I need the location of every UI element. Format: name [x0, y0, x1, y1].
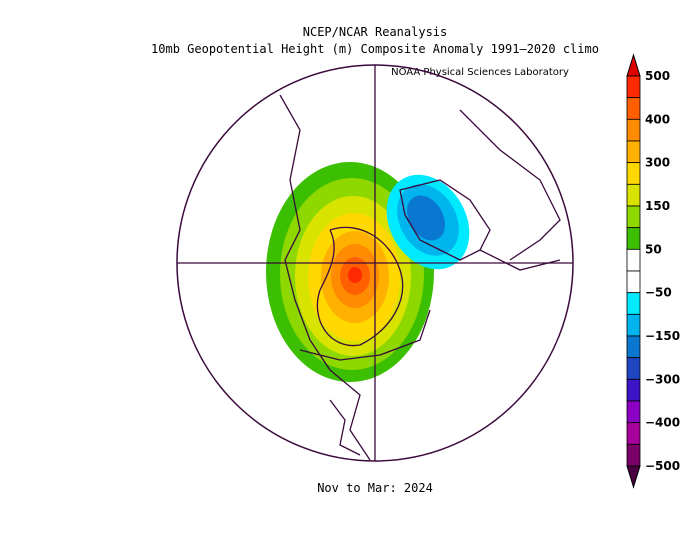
colorbar-label: 400 — [645, 112, 670, 126]
colorbar-label: −50 — [645, 286, 672, 300]
colorbar-swatch — [626, 227, 641, 250]
anomaly-field — [266, 94, 561, 461]
colorbar-label: −300 — [645, 372, 680, 386]
colorbar-swatch — [626, 205, 641, 229]
colorbar-bottom-arrow — [626, 465, 641, 489]
colorbar-label: −150 — [645, 329, 680, 343]
colorbar-swatch — [626, 162, 641, 185]
contour — [407, 195, 445, 241]
colorbar-swatch — [626, 248, 641, 272]
colorbar-swatch — [626, 378, 641, 402]
colorbar-label: 500 — [645, 69, 670, 83]
colorbar-swatch — [626, 292, 641, 315]
subtitle: 10mb Geopotential Height (m) Composite A… — [151, 42, 599, 56]
colorbar-swatch — [626, 357, 641, 380]
colorbar-swatch — [626, 183, 641, 207]
colorbar-swatch — [626, 118, 641, 142]
colorbar-swatch — [626, 97, 641, 120]
colorbar-label: 300 — [645, 156, 670, 170]
period-label: Nov to Mar: 2024 — [317, 481, 433, 495]
colorbar-label: −500 — [645, 459, 680, 473]
colorbar-swatch — [626, 400, 641, 424]
colorbar-top-arrow — [626, 53, 641, 77]
colorbar-swatch — [626, 422, 641, 445]
title: NCEP/NCAR Reanalysis — [303, 25, 448, 39]
colorbar-label: −400 — [645, 416, 680, 430]
colorbar-swatch — [626, 270, 641, 294]
colorbar-swatch — [626, 140, 641, 164]
credit: NOAA Physical Sciences Laboratory — [391, 67, 569, 78]
colorbar-label: 50 — [645, 242, 662, 256]
colorbar-swatch — [626, 443, 641, 467]
colorbar: 500 400 300 150 50 −50 −150 −300 −400 −500 — [626, 53, 680, 489]
colorbar-swatch — [626, 313, 641, 337]
colorbar-swatch — [626, 335, 641, 359]
colorbar-swatch — [626, 75, 641, 99]
colorbar-label: 150 — [645, 199, 670, 213]
coastlines — [279, 94, 561, 461]
contour — [348, 267, 362, 283]
